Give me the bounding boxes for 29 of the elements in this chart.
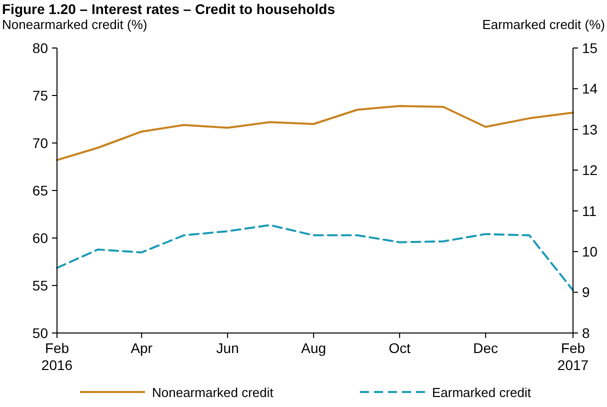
x-tick-label: Feb 2017 (557, 340, 589, 373)
x-tick-label: Apr (130, 340, 153, 356)
legend-label: Nonearmarked credit (152, 385, 274, 400)
y2-tick-label: 14 (582, 80, 598, 97)
y2-tick-label: 9 (582, 284, 590, 300)
y-tick-label: 65 (32, 182, 48, 198)
y-tick-label: 80 (32, 40, 48, 56)
y2-tick-label: 12 (582, 162, 598, 178)
y-tick-label: 55 (32, 277, 48, 294)
x-tick-label: Feb 2016 (41, 340, 73, 373)
y-tick-label: 50 (32, 324, 48, 341)
y-tick-label: 70 (32, 134, 48, 151)
y-tick-label: 75 (32, 87, 48, 104)
line-series (56, 104, 574, 162)
line-series (56, 224, 574, 292)
y2-tick-label: 13 (582, 121, 598, 138)
y2-axis-title: Earmarked credit (%) (482, 17, 605, 32)
legend-label: Earmarked credit (432, 385, 532, 400)
y2-tick-label: 15 (582, 40, 598, 56)
x-tick-label: Jun (216, 340, 239, 356)
y2-tick-label: 8 (582, 324, 590, 341)
y2-tick-label: 10 (582, 243, 598, 260)
chart-title: Figure 1.20 – Interest rates – Credit to households (2, 1, 336, 17)
y-axis-title: Nonearmarked credit (%) (2, 17, 148, 32)
y-tick-label: 60 (32, 230, 48, 246)
x-tick-label: Dec (473, 340, 498, 356)
y2-tick-label: 11 (582, 202, 597, 219)
x-tick-label: Aug (301, 340, 326, 356)
x-tick-label: Oct (388, 340, 411, 356)
